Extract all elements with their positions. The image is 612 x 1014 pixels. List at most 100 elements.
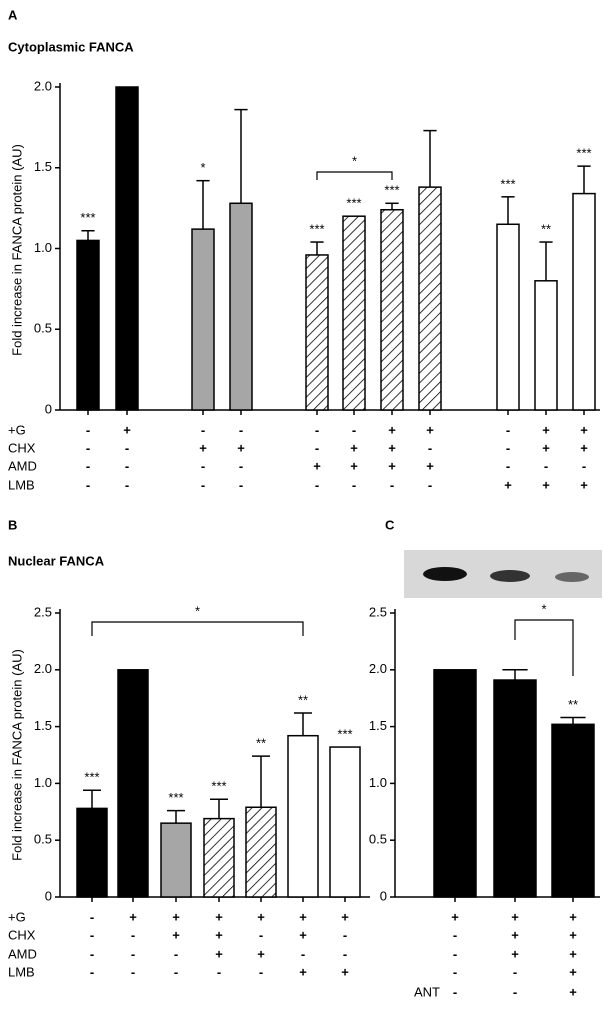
bar (342, 215, 366, 411)
treatment-mark: - (506, 440, 510, 455)
treatment-mark: + (511, 946, 519, 961)
treatment-mark: - (86, 477, 90, 492)
treatment-mark: - (506, 422, 510, 437)
treatment-mark: + (313, 458, 321, 473)
significance-label: *** (576, 146, 591, 161)
treatment-mark: + (569, 946, 577, 961)
treatment-mark: - (239, 477, 243, 492)
treatment-mark: + (580, 477, 588, 492)
bar (305, 254, 329, 411)
significance-label: *** (211, 779, 226, 794)
treatment-mark: + (257, 946, 265, 961)
treatment-mark: + (542, 422, 550, 437)
bar (572, 192, 596, 411)
y-tick-label: 0.5 (34, 832, 52, 847)
treatment-mark: + (350, 440, 358, 455)
bar (203, 817, 235, 898)
treatment-mark: - (90, 909, 94, 924)
chart-title: Nuclear FANCA (8, 553, 105, 568)
treatment-mark: - (259, 964, 263, 979)
treatment-mark: - (428, 477, 432, 492)
treatment-mark: + (299, 927, 307, 942)
y-axis-label: Fold increase in FANCA protein (AU) (9, 144, 24, 356)
treatment-mark: - (390, 477, 394, 492)
treatment-mark: - (125, 440, 129, 455)
y-tick-label: 1.5 (34, 159, 52, 174)
bar (76, 239, 100, 411)
bar (380, 208, 404, 411)
treatment-mark: - (582, 458, 586, 473)
row-label: +G (8, 909, 26, 924)
treatment-mark: - (201, 458, 205, 473)
treatment-mark: + (542, 440, 550, 455)
y-tick-label: 0 (45, 401, 52, 416)
treatment-mark: - (453, 946, 457, 961)
row-label: CHX (8, 927, 36, 942)
bar (329, 746, 361, 898)
bracket-label: * (352, 153, 357, 168)
bar (191, 228, 215, 411)
treatment-mark: + (350, 458, 358, 473)
treatment-mark: + (580, 440, 588, 455)
significance-label: ** (298, 692, 308, 707)
treatment-mark: + (504, 477, 512, 492)
treatment-mark: - (513, 964, 517, 979)
treatment-mark: - (131, 946, 135, 961)
significance-bracket (514, 619, 574, 676)
treatment-mark: - (217, 964, 221, 979)
treatment-mark: + (388, 422, 396, 437)
bar (229, 202, 253, 411)
significance-label: *** (80, 210, 95, 225)
treatment-mark: + (451, 909, 459, 924)
treatment-mark: - (86, 440, 90, 455)
treatment-mark: + (569, 964, 577, 979)
y-tick-label: 1.0 (34, 775, 52, 790)
treatment-mark: - (239, 458, 243, 473)
treatment-mark: - (453, 964, 457, 979)
significance-label: *** (500, 176, 515, 191)
significance-label: * (200, 160, 205, 175)
significance-label: ** (541, 221, 551, 236)
treatment-mark: + (388, 440, 396, 455)
treatment-mark: + (215, 909, 223, 924)
treatment-mark: + (299, 964, 307, 979)
bar (115, 86, 139, 411)
treatment-mark: - (315, 422, 319, 437)
bar (496, 223, 520, 411)
treatment-mark: + (257, 909, 265, 924)
treatment-mark: + (237, 440, 245, 455)
chart-title: Cytoplasmic FANCA (8, 39, 134, 54)
treatment-mark: + (129, 909, 137, 924)
treatment-mark: + (580, 422, 588, 437)
y-tick-label: 2.5 (34, 604, 52, 619)
significance-bracket (316, 171, 393, 180)
bar (117, 669, 149, 898)
row-label: AMD (8, 946, 37, 961)
panel-label: C (385, 517, 395, 532)
bar (287, 734, 319, 898)
row-label: ANT (414, 984, 440, 999)
significance-label: ** (568, 697, 578, 712)
row-label: CHX (8, 440, 36, 455)
treatment-mark: - (239, 422, 243, 437)
y-tick-label: 0 (380, 888, 387, 903)
y-tick-label: 2.0 (369, 661, 387, 676)
bar (245, 806, 277, 898)
treatment-mark: - (544, 458, 548, 473)
treatment-mark: + (569, 909, 577, 924)
y-tick-label: 2.0 (34, 661, 52, 676)
row-label: LMB (8, 964, 35, 979)
treatment-mark: - (201, 422, 205, 437)
treatment-mark: - (174, 964, 178, 979)
row-label: AMD (8, 458, 37, 473)
y-tick-label: 1.5 (369, 718, 387, 733)
significance-label: *** (346, 196, 361, 211)
bar (534, 280, 558, 411)
treatment-mark: - (259, 927, 263, 942)
significance-label: *** (337, 726, 352, 741)
western-blot (404, 550, 602, 598)
y-axis-label: Fold increase in FANCA protein (AU) (9, 649, 24, 861)
significance-bracket (91, 621, 304, 636)
treatment-mark: + (172, 909, 180, 924)
